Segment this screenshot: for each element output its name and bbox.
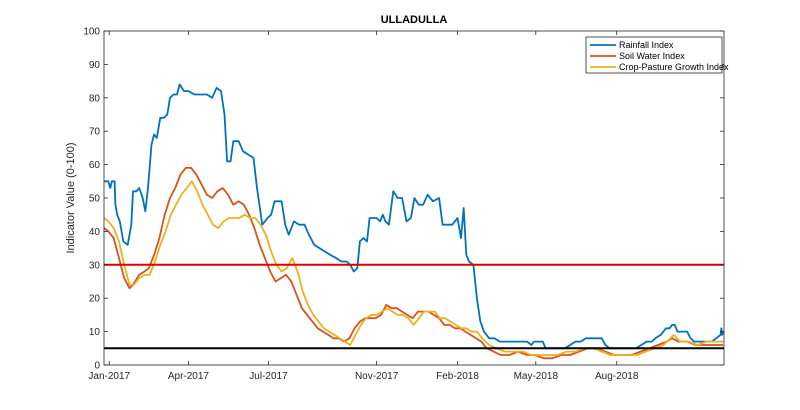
series-line-soil-water-index xyxy=(103,167,724,360)
y-tick-label: 60 xyxy=(89,160,101,171)
y-tick-label: 70 xyxy=(89,127,101,138)
y-tick-label: 10 xyxy=(89,327,101,338)
y-axis: 0 10 20 30 40 50 60 70 80 90 100 xyxy=(83,27,724,372)
y-axis-title: Indicator Value (0-100) xyxy=(65,142,77,253)
y-tick-label: 0 xyxy=(94,361,100,372)
x-tick-label: Feb-2018 xyxy=(436,371,479,382)
y-tick-label: 80 xyxy=(89,93,101,104)
x-axis: Jan-2017 Apr-2017 Jul-2017 Nov-2017 Feb-2018… xyxy=(88,31,639,382)
x-tick-label: Nov-2017 xyxy=(355,371,399,382)
x-tick-label: Jul-2017 xyxy=(249,371,288,382)
chart-title: ULLADULLA xyxy=(381,14,448,26)
x-tick-label: Aug-2018 xyxy=(595,371,639,382)
x-tick-label: Apr-2017 xyxy=(168,371,210,382)
y-tick-label: 40 xyxy=(89,227,101,238)
series-lines xyxy=(103,83,724,360)
y-tick-label: 30 xyxy=(89,260,101,271)
y-tick-label: 50 xyxy=(89,194,101,205)
x-tick-label: May-2018 xyxy=(514,371,559,382)
y-tick-label: 20 xyxy=(89,294,101,305)
y-tick-label: 90 xyxy=(89,60,101,71)
legend-label: Crop-Pasture Growth Index xyxy=(619,62,729,72)
x-tick-label: Jan-2017 xyxy=(88,371,130,382)
y-tick-label: 100 xyxy=(83,27,100,38)
legend-label: Rainfall Index xyxy=(619,40,674,50)
legend-label: Soil Water Index xyxy=(619,51,685,61)
